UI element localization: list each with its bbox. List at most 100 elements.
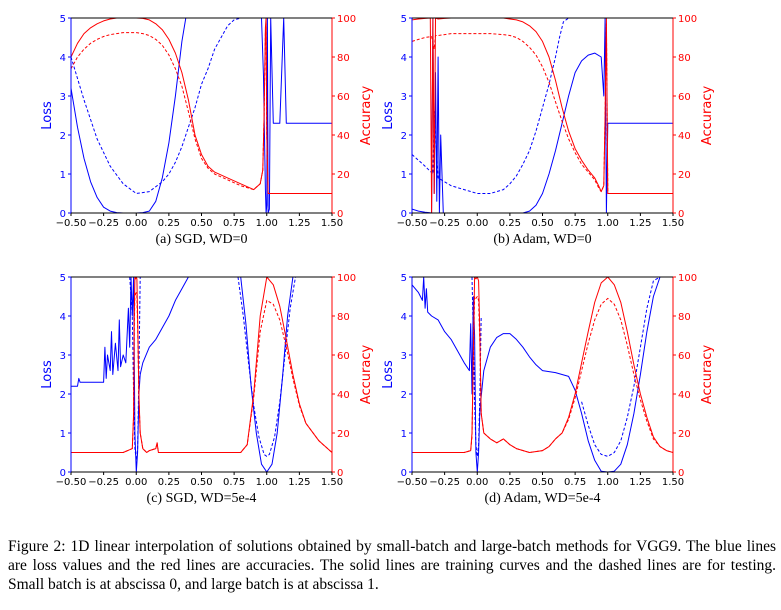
x-tick-label: 0.00 xyxy=(466,477,488,488)
series-group xyxy=(71,277,332,472)
x-tick-label: −0.50 xyxy=(397,477,428,488)
x-tick-label: 0.25 xyxy=(158,477,180,488)
y-right-axis-label: Accuracy xyxy=(359,345,374,405)
x-tick-label: 1.25 xyxy=(629,477,651,488)
y-left-tick-label: 1 xyxy=(401,170,407,181)
series-test-loss xyxy=(71,18,265,194)
x-tick-label: −0.50 xyxy=(56,218,87,229)
y-right-tick-label: 80 xyxy=(678,53,691,64)
y-right-tick-label: 100 xyxy=(337,273,356,284)
y-right-axis-label: Accuracy xyxy=(700,345,715,405)
y-left-tick-label: 3 xyxy=(60,351,66,362)
y-right-tick-label: 100 xyxy=(678,273,697,284)
series-train-accuracy xyxy=(71,277,332,453)
x-tick-label: −0.25 xyxy=(88,477,119,488)
y-left-tick-label: 2 xyxy=(401,131,407,142)
x-tick-label: −0.25 xyxy=(429,477,460,488)
x-tick-label: 1.00 xyxy=(597,477,619,488)
y-left-tick-label: 4 xyxy=(60,53,66,64)
series-train-accuracy xyxy=(71,18,332,194)
y-left-axis-label: Loss xyxy=(381,101,396,130)
x-tick-label: 1.50 xyxy=(662,477,684,488)
y-left-tick-label: 2 xyxy=(401,390,407,401)
x-tick-label: 0.00 xyxy=(125,218,147,229)
x-tick-label: 0.50 xyxy=(190,477,212,488)
x-tick-label: 0.00 xyxy=(125,477,147,488)
y-left-tick-label: 4 xyxy=(401,53,407,64)
x-tick-label: 1.50 xyxy=(321,477,343,488)
x-tick-label: 0.75 xyxy=(564,477,586,488)
y-right-tick-label: 40 xyxy=(678,131,691,142)
figure: −0.50 −0.25 0.00 0.25 0.50 0.75 1.00 1.25 1.5001… xyxy=(40,14,715,506)
y-left-tick-label: 0 xyxy=(60,209,66,220)
y-right-tick-label: 80 xyxy=(337,312,350,323)
series-train-loss xyxy=(412,277,661,472)
y-left-tick-label: 3 xyxy=(60,92,66,103)
x-tick-label: 0.25 xyxy=(158,218,180,229)
y-left-tick-label: 1 xyxy=(401,429,407,440)
y-right-tick-label: 100 xyxy=(678,14,697,25)
y-left-tick-label: 4 xyxy=(60,312,66,323)
series-train-accuracy xyxy=(412,18,673,213)
y-right-tick-label: 60 xyxy=(678,92,691,103)
series-test-accuracy xyxy=(412,296,673,453)
x-tick-label: 1.00 xyxy=(256,218,278,229)
x-tick-label: 1.00 xyxy=(256,477,278,488)
subplot-a: −0.50 −0.25 0.00 0.25 0.50 0.75 1.00 1.25 1.5001… xyxy=(40,14,374,247)
y-right-tick-label: 60 xyxy=(678,351,691,362)
y-right-tick-label: 20 xyxy=(678,429,691,440)
y-left-axis-label: Loss xyxy=(381,360,396,389)
x-tick-label: −0.25 xyxy=(429,218,460,229)
subplot-caption: (c) SGD, WD=5e-4 xyxy=(147,491,257,506)
y-left-tick-label: 1 xyxy=(60,429,66,440)
subplot-caption: (b) Adam, WD=0 xyxy=(493,232,591,247)
subplot-b: −0.50 −0.25 0.00 0.25 0.50 0.75 1.00 1.25 1.5001… xyxy=(381,14,715,247)
y-right-tick-label: 80 xyxy=(678,312,691,323)
x-tick-label: 1.25 xyxy=(629,218,651,229)
y-left-tick-label: 0 xyxy=(60,468,66,479)
series-train-loss xyxy=(71,277,189,472)
series-test-accuracy xyxy=(71,23,332,194)
y-left-tick-label: 0 xyxy=(401,468,407,479)
y-left-tick-label: 5 xyxy=(401,273,407,284)
x-tick-label: 0.25 xyxy=(499,477,521,488)
y-right-tick-label: 60 xyxy=(337,92,350,103)
series-train-accuracy xyxy=(412,277,673,453)
y-right-tick-label: 100 xyxy=(337,14,356,25)
y-left-tick-label: 1 xyxy=(60,170,66,181)
y-left-axis-label: Loss xyxy=(40,101,55,130)
y-left-axis-label: Loss xyxy=(40,360,55,389)
y-right-tick-label: 40 xyxy=(678,390,691,401)
x-tick-label: 0.75 xyxy=(564,218,586,229)
x-tick-label: −0.50 xyxy=(397,218,428,229)
y-right-tick-label: 80 xyxy=(337,53,350,64)
y-left-tick-label: 5 xyxy=(60,273,66,284)
subplot-c: −0.50 −0.25 0.00 0.25 0.50 0.75 1.00 1.25 1.5001… xyxy=(40,273,374,506)
series-train-loss xyxy=(412,18,673,213)
y-left-tick-label: 3 xyxy=(401,351,407,362)
subplot-d: −0.50 −0.25 0.00 0.25 0.50 0.75 1.00 1.25 1.5001… xyxy=(381,273,715,506)
subplot-caption: (a) SGD, WD=0 xyxy=(155,232,247,247)
y-left-tick-label: 0 xyxy=(401,209,407,220)
x-tick-label: 1.50 xyxy=(321,218,343,229)
x-tick-label: 1.25 xyxy=(288,218,310,229)
series-test-accuracy xyxy=(71,292,332,453)
y-right-axis-label: Accuracy xyxy=(359,86,374,146)
y-right-tick-label: 20 xyxy=(337,429,350,440)
x-tick-label: 0.50 xyxy=(531,218,553,229)
series-test-loss xyxy=(412,18,569,194)
series-loss-after-spike xyxy=(261,18,332,213)
series-group xyxy=(71,18,332,213)
y-left-tick-label: 2 xyxy=(60,131,66,142)
y-left-tick-label: 2 xyxy=(60,390,66,401)
y-right-tick-label: 0 xyxy=(678,209,684,220)
series-group xyxy=(412,277,673,472)
x-tick-label: 0.50 xyxy=(190,218,212,229)
y-right-tick-label: 60 xyxy=(337,351,350,362)
series-train-loss-right xyxy=(240,277,294,472)
y-right-tick-label: 40 xyxy=(337,390,350,401)
y-right-tick-label: 40 xyxy=(337,131,350,142)
x-tick-label: 0.25 xyxy=(499,218,521,229)
series-group xyxy=(412,18,673,213)
figure-caption: Figure 2: 1D linear interpolation of sol… xyxy=(8,538,776,593)
